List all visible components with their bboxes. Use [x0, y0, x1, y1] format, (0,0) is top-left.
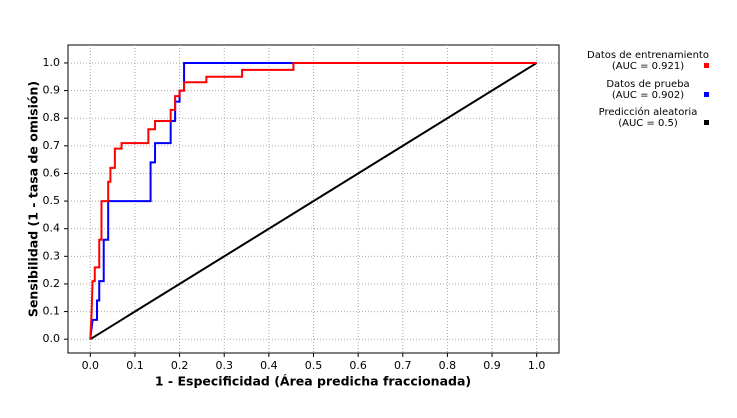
y-tick-label: 0.8 — [43, 111, 61, 124]
legend-swatch — [704, 63, 709, 68]
roc-line — [89, 61, 537, 340]
x-axis-title: 1 - Especificidad (Área predicha fraccio… — [155, 374, 471, 389]
x-tick-label: 0.7 — [394, 359, 412, 372]
x-tick-label: 0.3 — [215, 359, 233, 372]
y-tick-label: 0.5 — [43, 194, 61, 207]
x-tick-label: 0.0 — [82, 359, 100, 372]
x-tick-label: 0.5 — [305, 359, 323, 372]
y-tick-label: 0.9 — [43, 84, 61, 97]
roc-line — [89, 62, 538, 341]
y-tick-label: 0.0 — [43, 332, 61, 345]
y-tick-label: 0.1 — [43, 305, 61, 318]
legend-swatch — [704, 120, 709, 125]
legend-label: Predicción aleatoria — [599, 106, 698, 118]
x-tick-label: 1.0 — [528, 359, 546, 372]
x-tick-label: 0.1 — [126, 359, 144, 372]
y-tick-label: 0.7 — [43, 139, 61, 152]
x-tick-label: 0.8 — [439, 359, 457, 372]
y-tick-label: 0.4 — [43, 222, 61, 235]
x-tick-label: 0.2 — [171, 359, 189, 372]
legend-label: Datos de prueba — [606, 79, 689, 90]
legend-auc: (AUC = 0.5) — [618, 118, 678, 129]
x-tick-label: 0.9 — [483, 359, 501, 372]
y-tick-label: 0.2 — [43, 277, 61, 290]
legend-auc: (AUC = 0.921) — [612, 61, 684, 72]
y-tick-label: 1.0 — [43, 56, 61, 69]
roc-line — [89, 61, 537, 340]
x-tick-label: 0.4 — [260, 359, 278, 372]
y-tick-label: 0.6 — [43, 166, 61, 179]
legend-auc: (AUC = 0.902) — [612, 90, 684, 101]
x-tick-label: 0.6 — [349, 359, 367, 372]
y-tick-label: 0.3 — [43, 249, 61, 262]
y-axis-title: Sensibilidad (1 - tasa de omisión) — [26, 81, 41, 317]
legend-swatch — [704, 92, 709, 97]
legend-label: Datos de entrenamiento — [587, 50, 709, 61]
